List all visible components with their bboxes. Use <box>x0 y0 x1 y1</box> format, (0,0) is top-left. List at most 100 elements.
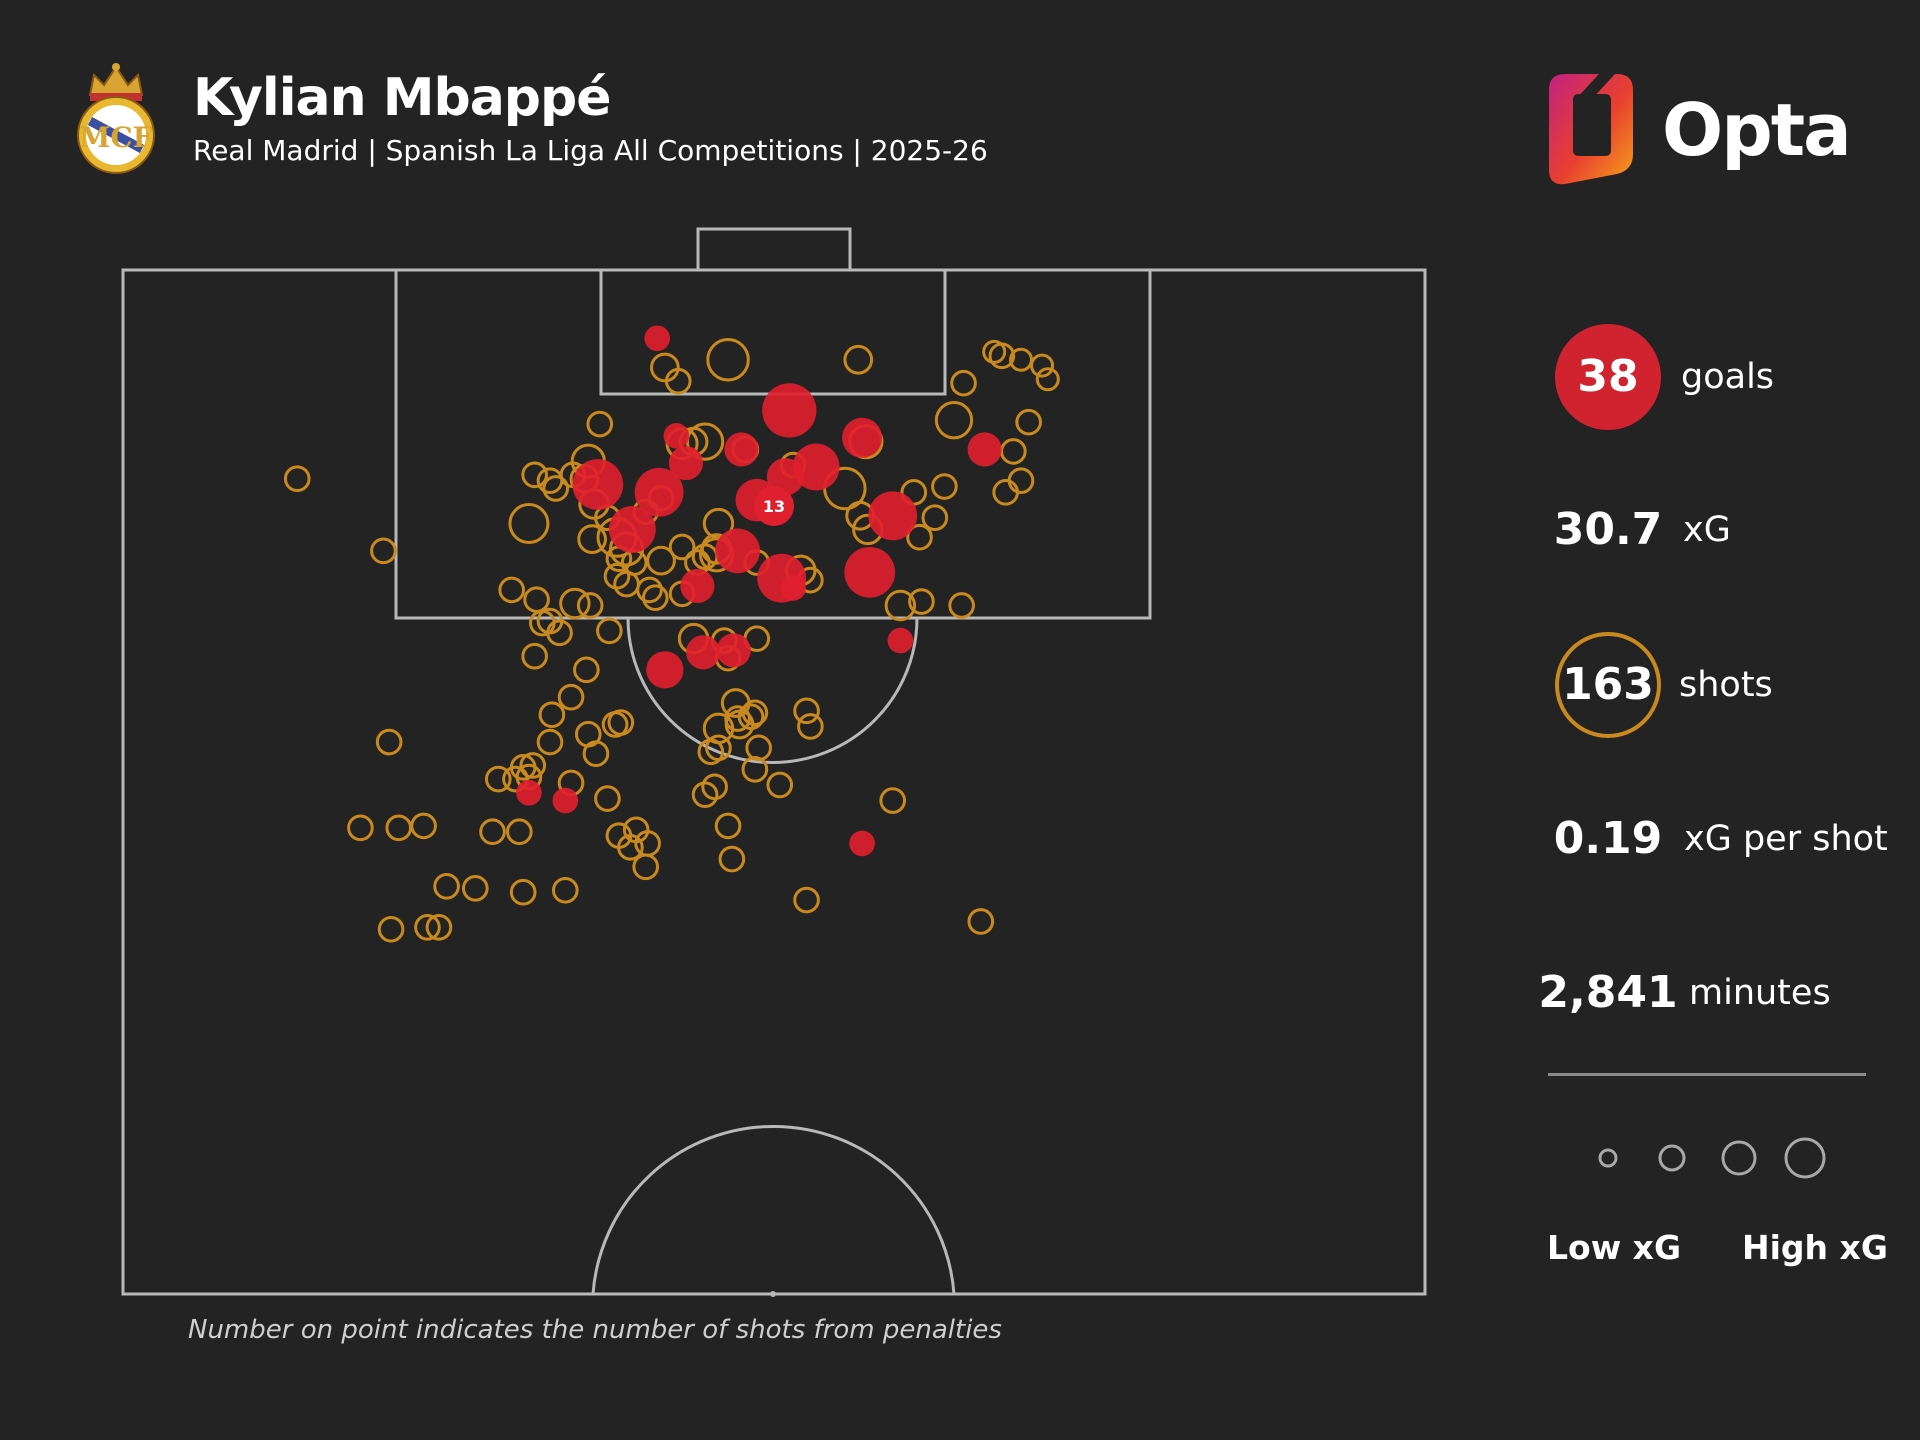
shot-point <box>664 367 692 395</box>
shot-point <box>498 576 525 604</box>
shot-point <box>586 410 614 438</box>
goals-badge-icon <box>1555 324 1661 430</box>
stat-shots: 163 shots <box>1520 630 1920 740</box>
shot-point <box>745 734 772 762</box>
shot-point <box>793 886 820 914</box>
centre-circle <box>591 1125 956 1295</box>
goal-point <box>762 383 817 438</box>
shot-point <box>705 734 732 762</box>
shot-point <box>603 562 631 590</box>
legend-circle-mid-low <box>1658 1144 1686 1172</box>
shot-point <box>622 816 650 844</box>
shot-point <box>632 853 660 881</box>
goal-point <box>634 467 684 517</box>
goal-point <box>663 422 690 449</box>
goal-point <box>680 568 715 604</box>
shot-point <box>1008 347 1034 372</box>
shot-point <box>636 576 663 604</box>
shot-point <box>879 787 907 814</box>
goal-point <box>967 432 1002 467</box>
shot-point <box>375 728 403 756</box>
shot-point <box>646 545 676 576</box>
shot-point <box>906 523 933 551</box>
penalty-point <box>754 486 794 527</box>
shot-point <box>766 771 794 799</box>
shot-point <box>1000 438 1027 465</box>
stat-xg: 30.7 xG <box>1520 475 1920 585</box>
penalty-layer: 13 <box>754 486 794 527</box>
shot-point <box>724 705 751 732</box>
shot-point <box>576 592 604 619</box>
shot-point <box>557 683 585 711</box>
goal-point <box>668 446 703 481</box>
minutes-value: 2,841 <box>1538 967 1678 1018</box>
shot-point <box>702 712 735 745</box>
legend-circle-high <box>1784 1137 1826 1179</box>
shot-point <box>479 818 506 846</box>
legend-circle-low <box>1598 1148 1618 1168</box>
shot-point <box>934 401 974 440</box>
opta-wordmark: Opta <box>1662 88 1852 172</box>
opta-logo-icon <box>1549 74 1633 185</box>
goal-point <box>842 417 883 458</box>
shot-point <box>641 584 669 611</box>
shot-point <box>461 874 489 902</box>
footnote: Number on point indicates the number of … <box>188 1315 1002 1345</box>
shot-point <box>283 465 311 493</box>
shot-point <box>538 701 566 729</box>
shot-point <box>523 586 550 613</box>
shot-point <box>701 773 728 801</box>
shot-point <box>1007 467 1035 494</box>
xg-label: xG <box>1683 510 1731 550</box>
stat-xg-per-shot: 0.19 xG per shot <box>1520 784 1920 894</box>
shot-point <box>668 533 696 561</box>
centre-spot <box>770 1291 776 1297</box>
stat-goals: 38 goals <box>1520 322 1920 432</box>
goal-point <box>644 325 671 352</box>
pitch-lines <box>121 227 1427 1297</box>
real-madrid-crest-icon: MCF <box>77 63 155 174</box>
xg-value: 30.7 <box>1553 504 1663 555</box>
shot-point <box>377 915 405 943</box>
shot-point <box>559 587 591 620</box>
shot-map: 13 <box>121 227 1427 1297</box>
shot-point <box>992 479 1019 506</box>
goal-point <box>552 787 579 814</box>
shot-point <box>410 812 437 840</box>
goal-point <box>887 627 914 654</box>
shot-point <box>577 524 607 555</box>
goal-point <box>724 432 759 467</box>
shot-point <box>347 814 374 842</box>
shot-point <box>741 756 769 783</box>
player-name: Kylian Mbappé <box>193 68 611 128</box>
shot-point <box>908 588 935 615</box>
legend-high-label: High xG <box>1742 1228 1888 1267</box>
xg-size-legend <box>1598 1137 1826 1179</box>
legend-circle-mid-high <box>1721 1140 1757 1176</box>
shot-point <box>607 709 635 736</box>
shot-point <box>536 728 564 756</box>
goal-point <box>516 779 542 806</box>
shot-point <box>414 913 441 941</box>
shot-point <box>921 504 949 532</box>
shot-point <box>950 369 977 397</box>
shot-point <box>617 834 644 861</box>
goal-point <box>572 459 624 510</box>
xg-per-shot-label: xG per shot <box>1684 819 1888 859</box>
svg-text:MCF: MCF <box>79 121 152 154</box>
shot-point <box>551 876 579 904</box>
chart-subtitle: Real Madrid | Spanish La Liga All Compet… <box>193 134 988 167</box>
penalty-count-label: 13 <box>763 497 785 516</box>
goal-point <box>715 528 761 574</box>
shot-point <box>1035 367 1060 392</box>
shot-point <box>542 475 570 502</box>
shot-point <box>508 503 550 545</box>
shots-value: 163 <box>1562 659 1654 710</box>
goal-point <box>716 633 751 668</box>
goal-point <box>792 443 840 491</box>
shot-point <box>650 352 680 383</box>
shot-point <box>521 642 548 670</box>
goal-point <box>844 546 896 598</box>
xg-per-shot-value: 0.19 <box>1553 813 1663 864</box>
shot-point <box>718 845 746 873</box>
